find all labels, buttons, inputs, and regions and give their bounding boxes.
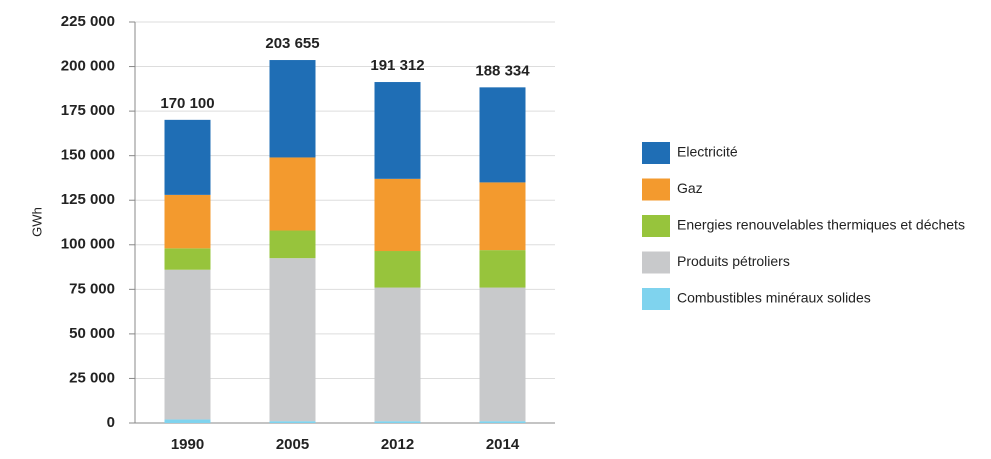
- bar-segment: [269, 60, 316, 158]
- bar-segment: [269, 421, 316, 423]
- legend-label: Combustibles minéraux solides: [677, 290, 871, 306]
- x-tick-label: 1990: [171, 436, 204, 453]
- legend-label: Energies renouvelables thermiques et déc…: [677, 217, 965, 233]
- total-label: 191 312: [370, 57, 424, 74]
- legend-swatch: [642, 142, 670, 164]
- x-tick-label: 2005: [276, 436, 309, 453]
- bar-segment: [374, 287, 421, 422]
- y-tick-label: 125 000: [61, 191, 115, 208]
- bar-segment: [269, 157, 316, 231]
- bar-segment: [479, 87, 526, 183]
- bar-segment: [164, 269, 211, 420]
- legend-swatch: [642, 288, 670, 310]
- legend-label: Gaz: [677, 180, 703, 196]
- bar-segment: [164, 119, 211, 195]
- x-tick-label: 2014: [486, 436, 520, 453]
- bar-segment: [164, 419, 211, 423]
- bar-segment: [479, 182, 526, 251]
- legend-label: Produits pétroliers: [677, 253, 790, 269]
- bar-segment: [269, 258, 316, 422]
- legend-swatch: [642, 215, 670, 237]
- y-tick-label: 175 000: [61, 102, 115, 119]
- bar-segment: [479, 250, 526, 288]
- y-tick-label: 25 000: [69, 369, 115, 386]
- bar-segment: [479, 421, 526, 423]
- bar-segment: [374, 82, 421, 179]
- total-label: 203 655: [265, 35, 319, 52]
- bar-segment: [269, 230, 316, 259]
- y-axis-label: GWh: [29, 207, 44, 237]
- total-label: 170 100: [160, 95, 214, 112]
- y-tick-label: 0: [107, 414, 115, 431]
- x-tick-label: 2012: [381, 436, 414, 453]
- bar-segment: [374, 421, 421, 423]
- bar-segment: [374, 178, 421, 252]
- bar-segment: [374, 251, 421, 288]
- bar-segment: [479, 287, 526, 422]
- y-tick-label: 200 000: [61, 58, 115, 75]
- legend-swatch: [642, 178, 670, 201]
- bar-segment: [164, 248, 211, 270]
- y-tick-label: 50 000: [69, 325, 115, 342]
- y-tick-label: 75 000: [69, 280, 115, 297]
- y-tick-label: 225 000: [61, 13, 115, 30]
- total-label: 188 334: [475, 62, 530, 79]
- legend-label: Electricité: [677, 144, 738, 160]
- y-tick-label: 150 000: [61, 147, 115, 164]
- legend-swatch: [642, 251, 670, 274]
- bar-segment: [164, 194, 211, 249]
- y-tick-label: 100 000: [61, 236, 115, 253]
